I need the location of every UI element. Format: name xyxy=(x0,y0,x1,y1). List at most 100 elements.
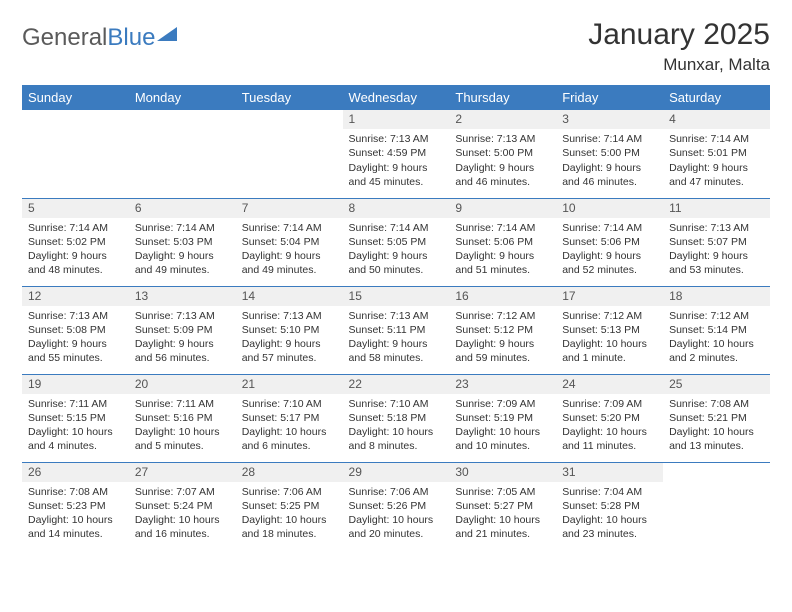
logo-text-1: General xyxy=(22,24,107,52)
calendar-cell: 7Sunrise: 7:14 AMSunset: 5:04 PMDaylight… xyxy=(236,198,343,286)
day-number: 21 xyxy=(236,375,343,394)
calendar-cell xyxy=(22,110,129,198)
day-number: 30 xyxy=(449,463,556,482)
weekday-header-row: Sunday Monday Tuesday Wednesday Thursday… xyxy=(22,85,770,110)
calendar-row: 1Sunrise: 7:13 AMSunset: 4:59 PMDaylight… xyxy=(22,110,770,198)
day-number: 10 xyxy=(556,199,663,218)
day-details: Sunrise: 7:07 AMSunset: 5:24 PMDaylight:… xyxy=(129,482,236,546)
calendar-cell: 22Sunrise: 7:10 AMSunset: 5:18 PMDayligh… xyxy=(343,374,450,462)
weekday-header: Saturday xyxy=(663,85,770,110)
day-number: 13 xyxy=(129,287,236,306)
day-details: Sunrise: 7:12 AMSunset: 5:12 PMDaylight:… xyxy=(449,306,556,370)
day-details: Sunrise: 7:14 AMSunset: 5:00 PMDaylight:… xyxy=(556,129,663,193)
header: GeneralBlue January 2025 Munxar, Malta xyxy=(22,18,770,75)
day-number: 20 xyxy=(129,375,236,394)
weekday-header: Wednesday xyxy=(343,85,450,110)
calendar-cell: 17Sunrise: 7:12 AMSunset: 5:13 PMDayligh… xyxy=(556,286,663,374)
calendar-cell: 26Sunrise: 7:08 AMSunset: 5:23 PMDayligh… xyxy=(22,462,129,550)
day-number: 17 xyxy=(556,287,663,306)
calendar-cell: 23Sunrise: 7:09 AMSunset: 5:19 PMDayligh… xyxy=(449,374,556,462)
calendar-row: 5Sunrise: 7:14 AMSunset: 5:02 PMDaylight… xyxy=(22,198,770,286)
day-details: Sunrise: 7:12 AMSunset: 5:13 PMDaylight:… xyxy=(556,306,663,370)
day-details: Sunrise: 7:08 AMSunset: 5:23 PMDaylight:… xyxy=(22,482,129,546)
calendar-cell: 31Sunrise: 7:04 AMSunset: 5:28 PMDayligh… xyxy=(556,462,663,550)
day-details: Sunrise: 7:13 AMSunset: 4:59 PMDaylight:… xyxy=(343,129,450,193)
weekday-header: Tuesday xyxy=(236,85,343,110)
day-number: 27 xyxy=(129,463,236,482)
calendar-cell: 21Sunrise: 7:10 AMSunset: 5:17 PMDayligh… xyxy=(236,374,343,462)
day-number: 16 xyxy=(449,287,556,306)
day-details: Sunrise: 7:05 AMSunset: 5:27 PMDaylight:… xyxy=(449,482,556,546)
day-details: Sunrise: 7:14 AMSunset: 5:01 PMDaylight:… xyxy=(663,129,770,193)
day-details: Sunrise: 7:13 AMSunset: 5:08 PMDaylight:… xyxy=(22,306,129,370)
day-details: Sunrise: 7:10 AMSunset: 5:17 PMDaylight:… xyxy=(236,394,343,458)
day-number: 7 xyxy=(236,199,343,218)
calendar-cell: 29Sunrise: 7:06 AMSunset: 5:26 PMDayligh… xyxy=(343,462,450,550)
day-number: 12 xyxy=(22,287,129,306)
day-number: 22 xyxy=(343,375,450,394)
day-number: 31 xyxy=(556,463,663,482)
calendar-cell xyxy=(129,110,236,198)
calendar-cell: 30Sunrise: 7:05 AMSunset: 5:27 PMDayligh… xyxy=(449,462,556,550)
day-number: 8 xyxy=(343,199,450,218)
weekday-header: Sunday xyxy=(22,85,129,110)
day-details: Sunrise: 7:14 AMSunset: 5:04 PMDaylight:… xyxy=(236,218,343,282)
day-number: 19 xyxy=(22,375,129,394)
day-details: Sunrise: 7:11 AMSunset: 5:15 PMDaylight:… xyxy=(22,394,129,458)
calendar-row: 19Sunrise: 7:11 AMSunset: 5:15 PMDayligh… xyxy=(22,374,770,462)
calendar-cell xyxy=(236,110,343,198)
day-details: Sunrise: 7:14 AMSunset: 5:03 PMDaylight:… xyxy=(129,218,236,282)
location: Munxar, Malta xyxy=(588,55,770,75)
calendar-cell: 6Sunrise: 7:14 AMSunset: 5:03 PMDaylight… xyxy=(129,198,236,286)
day-details: Sunrise: 7:08 AMSunset: 5:21 PMDaylight:… xyxy=(663,394,770,458)
day-details: Sunrise: 7:13 AMSunset: 5:11 PMDaylight:… xyxy=(343,306,450,370)
day-details: Sunrise: 7:11 AMSunset: 5:16 PMDaylight:… xyxy=(129,394,236,458)
calendar-cell: 3Sunrise: 7:14 AMSunset: 5:00 PMDaylight… xyxy=(556,110,663,198)
calendar-cell: 25Sunrise: 7:08 AMSunset: 5:21 PMDayligh… xyxy=(663,374,770,462)
calendar-cell xyxy=(663,462,770,550)
calendar-cell: 9Sunrise: 7:14 AMSunset: 5:06 PMDaylight… xyxy=(449,198,556,286)
calendar-cell: 28Sunrise: 7:06 AMSunset: 5:25 PMDayligh… xyxy=(236,462,343,550)
calendar-cell: 18Sunrise: 7:12 AMSunset: 5:14 PMDayligh… xyxy=(663,286,770,374)
logo: GeneralBlue xyxy=(22,24,177,52)
day-details: Sunrise: 7:13 AMSunset: 5:07 PMDaylight:… xyxy=(663,218,770,282)
calendar-cell: 1Sunrise: 7:13 AMSunset: 4:59 PMDaylight… xyxy=(343,110,450,198)
day-number: 4 xyxy=(663,110,770,129)
calendar-table: Sunday Monday Tuesday Wednesday Thursday… xyxy=(22,85,770,550)
day-details: Sunrise: 7:10 AMSunset: 5:18 PMDaylight:… xyxy=(343,394,450,458)
day-number: 11 xyxy=(663,199,770,218)
day-details: Sunrise: 7:14 AMSunset: 5:06 PMDaylight:… xyxy=(449,218,556,282)
calendar-cell: 2Sunrise: 7:13 AMSunset: 5:00 PMDaylight… xyxy=(449,110,556,198)
day-number: 29 xyxy=(343,463,450,482)
calendar-row: 12Sunrise: 7:13 AMSunset: 5:08 PMDayligh… xyxy=(22,286,770,374)
day-details: Sunrise: 7:06 AMSunset: 5:26 PMDaylight:… xyxy=(343,482,450,546)
calendar-cell: 11Sunrise: 7:13 AMSunset: 5:07 PMDayligh… xyxy=(663,198,770,286)
day-number: 23 xyxy=(449,375,556,394)
day-number: 28 xyxy=(236,463,343,482)
month-title: January 2025 xyxy=(588,18,770,51)
day-details: Sunrise: 7:12 AMSunset: 5:14 PMDaylight:… xyxy=(663,306,770,370)
day-number: 9 xyxy=(449,199,556,218)
calendar-cell: 14Sunrise: 7:13 AMSunset: 5:10 PMDayligh… xyxy=(236,286,343,374)
day-number: 1 xyxy=(343,110,450,129)
weekday-header: Friday xyxy=(556,85,663,110)
day-details: Sunrise: 7:13 AMSunset: 5:10 PMDaylight:… xyxy=(236,306,343,370)
day-number: 26 xyxy=(22,463,129,482)
calendar-row: 26Sunrise: 7:08 AMSunset: 5:23 PMDayligh… xyxy=(22,462,770,550)
day-number: 2 xyxy=(449,110,556,129)
day-number: 24 xyxy=(556,375,663,394)
logo-triangle-icon xyxy=(157,27,177,41)
day-details: Sunrise: 7:14 AMSunset: 5:02 PMDaylight:… xyxy=(22,218,129,282)
calendar-cell: 10Sunrise: 7:14 AMSunset: 5:06 PMDayligh… xyxy=(556,198,663,286)
day-number: 15 xyxy=(343,287,450,306)
calendar-cell: 20Sunrise: 7:11 AMSunset: 5:16 PMDayligh… xyxy=(129,374,236,462)
day-number: 3 xyxy=(556,110,663,129)
calendar-page: GeneralBlue January 2025 Munxar, Malta S… xyxy=(0,0,792,612)
day-details: Sunrise: 7:14 AMSunset: 5:06 PMDaylight:… xyxy=(556,218,663,282)
day-number: 5 xyxy=(22,199,129,218)
logo-text-2: Blue xyxy=(107,24,155,52)
calendar-cell: 27Sunrise: 7:07 AMSunset: 5:24 PMDayligh… xyxy=(129,462,236,550)
calendar-cell: 5Sunrise: 7:14 AMSunset: 5:02 PMDaylight… xyxy=(22,198,129,286)
calendar-cell: 16Sunrise: 7:12 AMSunset: 5:12 PMDayligh… xyxy=(449,286,556,374)
title-block: January 2025 Munxar, Malta xyxy=(588,18,770,75)
